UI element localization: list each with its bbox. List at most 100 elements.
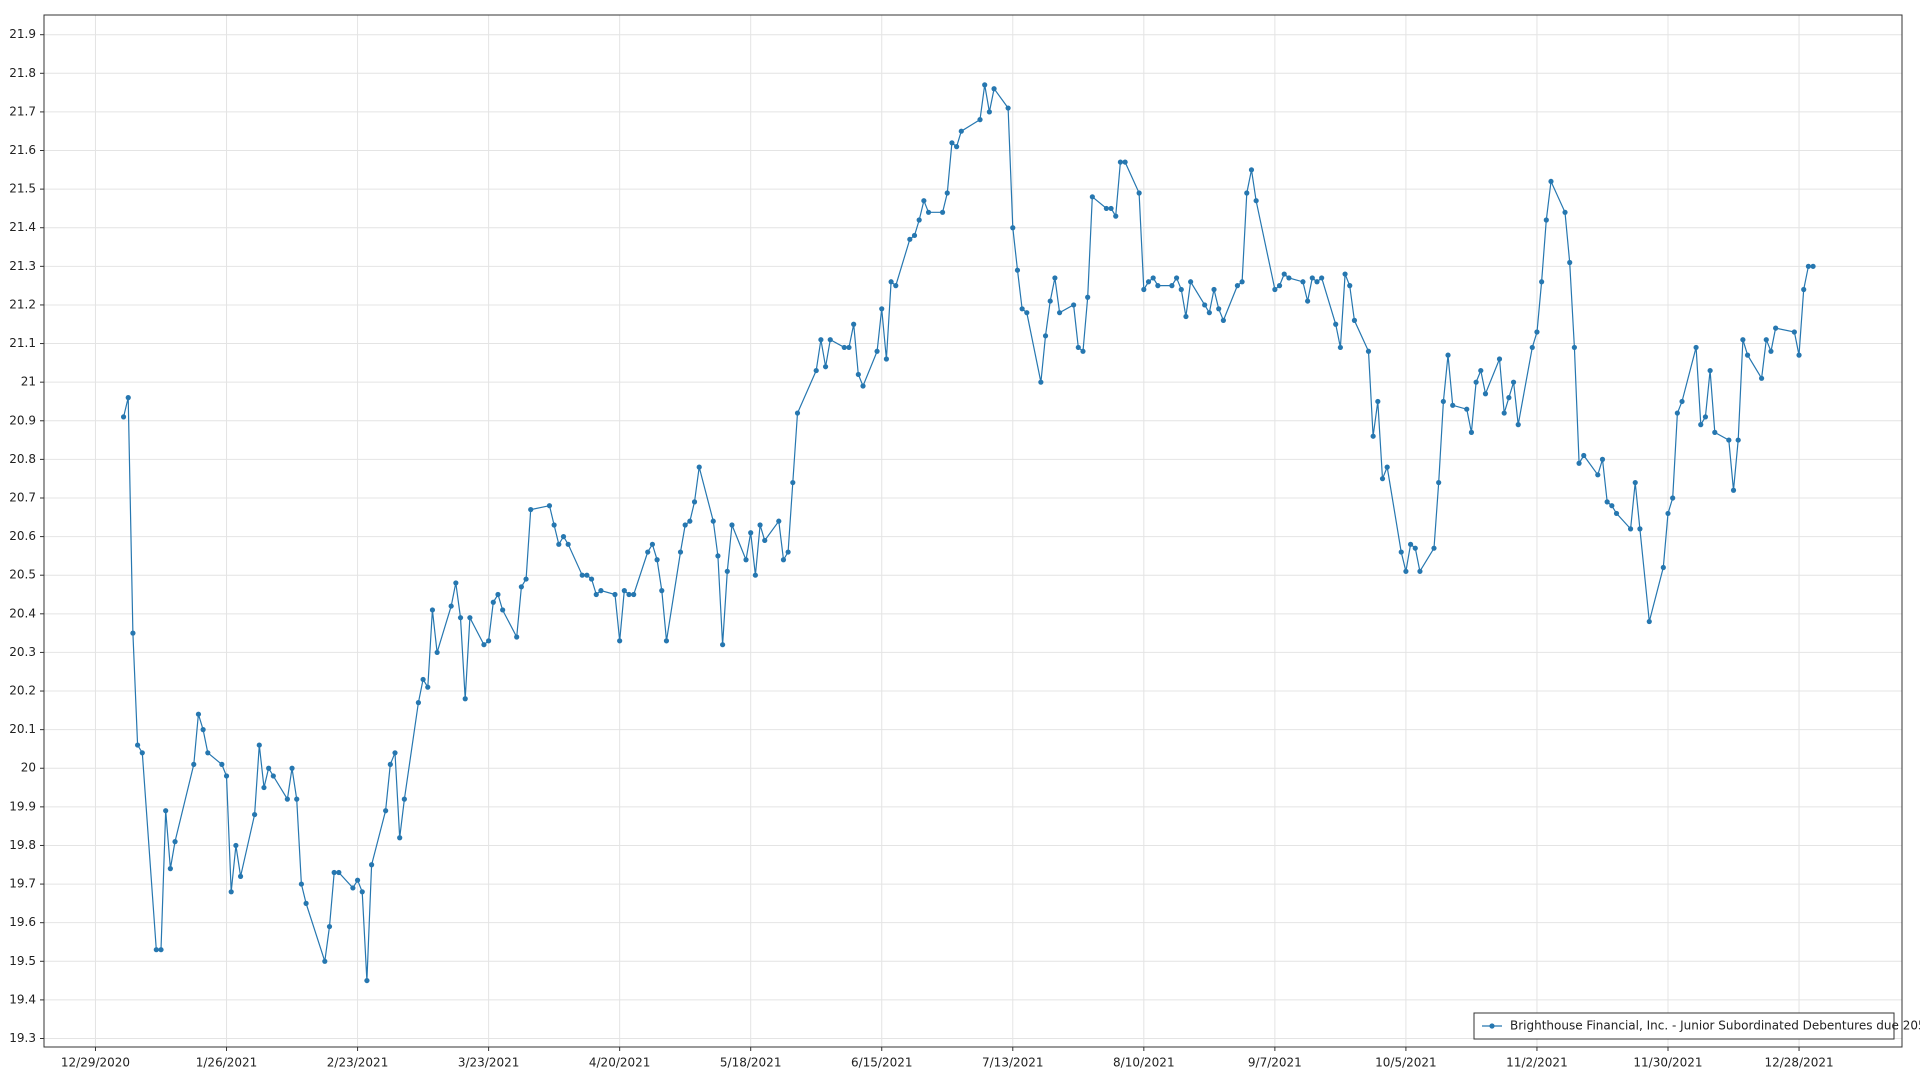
data-point [462,696,468,702]
data-point [1707,367,1713,374]
data-point [1730,487,1737,493]
data-point [1740,337,1746,343]
data-point [1431,545,1437,551]
data-point [490,599,496,605]
data-point [1805,263,1811,269]
data-point [1319,275,1325,281]
data-point [1609,503,1615,509]
data-point [982,82,988,88]
data-point [1679,398,1685,405]
data-point [1403,568,1409,574]
data-point [1637,526,1643,532]
data-point [1384,464,1390,470]
y-tick-label: 19.6 [9,915,36,929]
data-point [163,808,169,814]
legend: Brighthouse Financial, Inc. - Junior Sub… [1473,1012,1920,1040]
data-point [621,588,627,594]
data-point [841,344,847,351]
data-point [383,808,389,814]
data-point [1141,286,1147,293]
data-point [256,742,262,748]
y-tick-label: 21 [21,375,36,389]
data-point [1496,356,1503,362]
data-point [153,947,159,953]
data-point [1543,217,1549,223]
data-point [350,885,356,891]
data-point [1038,379,1044,385]
data-point [1056,310,1063,316]
data-point [1370,433,1376,439]
data-point [1178,286,1184,293]
y-tick-label: 21.2 [9,297,36,311]
y-tick-label: 19.5 [9,954,36,968]
data-point [1702,414,1709,420]
data-point [191,761,197,767]
data-point [387,761,393,767]
data-point [921,198,927,204]
data-point [1248,167,1255,173]
data-point [429,607,436,613]
x-tick-label: 9/7/2021 [1248,1056,1302,1070]
data-point [322,958,328,964]
data-point [1581,452,1587,459]
data-point [303,900,309,906]
y-tick-label: 19.7 [9,877,36,891]
y-tick-label: 20.1 [9,722,36,736]
data-point [1398,549,1404,555]
legend-marker [1489,1023,1495,1029]
data-point [158,947,164,953]
x-tick-label: 7/13/2021 [982,1056,1044,1070]
y-tick-label: 21.7 [9,104,36,118]
data-point [654,557,660,563]
data-point [944,190,950,196]
data-point [757,522,763,528]
data-point [631,591,637,598]
data-point [682,522,688,528]
data-point [1595,472,1601,478]
data-point [1445,352,1451,358]
data-point [1562,209,1568,215]
data-point [359,889,365,895]
y-tick-label: 21.9 [9,27,36,41]
data-point [523,576,529,582]
data-point [649,541,656,547]
data-point [612,591,618,598]
plot-frame [43,14,1903,1048]
data-point [851,321,857,327]
data-point [167,866,173,872]
data-point [415,700,422,706]
y-tick-label: 19.3 [9,1031,36,1045]
y-tick-label: 20 [21,761,36,775]
data-point [120,414,127,420]
data-point [827,337,833,343]
series-line [123,84,1814,981]
data-point [1417,568,1423,574]
data-point [1075,344,1081,351]
data-point [514,634,520,640]
data-point [1052,275,1058,281]
data-point [1478,367,1484,374]
data-point [818,337,824,343]
data-point [1047,298,1053,304]
data-point [1300,279,1306,285]
data-point [794,410,801,416]
data-point [237,873,244,879]
data-point [266,765,272,771]
data-point [780,557,787,563]
data-point [1234,283,1241,289]
data-point [949,140,955,146]
data-point [1450,402,1456,408]
y-tick-label: 21.3 [9,259,36,273]
data-point [939,209,946,215]
legend-box [1473,1012,1895,1040]
data-point [584,572,590,578]
data-point [846,344,852,351]
data-point [617,638,623,644]
x-tick-label: 11/2/2021 [1506,1056,1568,1070]
data-point [954,144,960,150]
x-tick-label: 10/5/2021 [1375,1056,1437,1070]
y-tick-label: 21.6 [9,143,36,157]
data-point [1674,410,1680,416]
data-point [1173,275,1180,281]
